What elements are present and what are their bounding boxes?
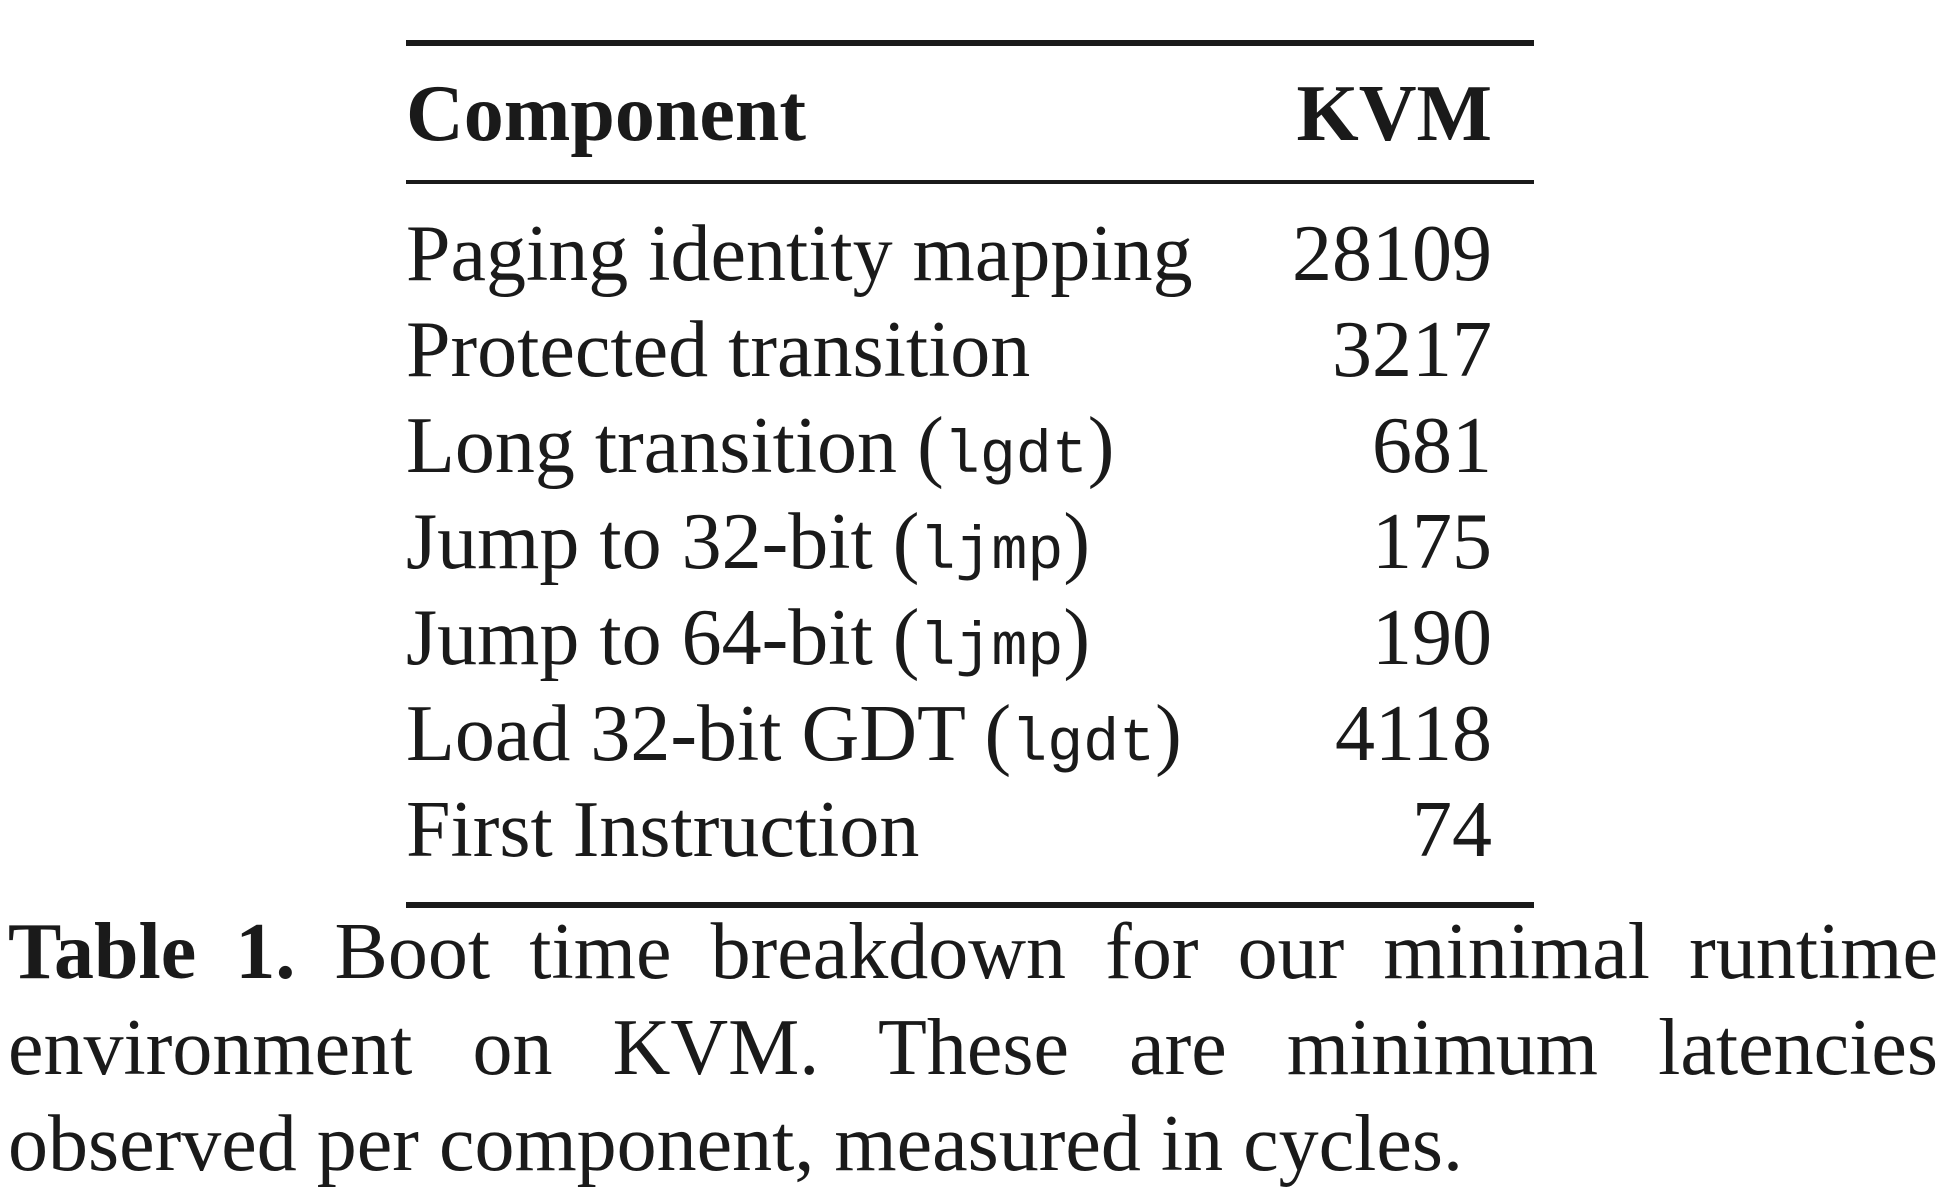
row-label-text: Jump to 32-bit: [406, 498, 873, 586]
row-label: Paging identity mapping: [406, 206, 1193, 302]
row-kvm-value: 74: [1412, 786, 1492, 874]
row-kvm-value: 3217: [1332, 306, 1492, 394]
row-label: Protected transition: [406, 302, 1030, 398]
row-label-text: First Instruction: [406, 786, 920, 874]
boot-time-table: Component KVM Paging identity mapping 281…: [406, 40, 1534, 908]
row-label: Load 32-bit GDT (lgdt): [406, 690, 1182, 779]
table-header-rule: [406, 180, 1534, 184]
table-row: Load 32-bit GDT (lgdt) 4118: [406, 686, 1534, 782]
table-row: Paging identity mapping 28109: [406, 206, 1534, 302]
row-instruction-code: ljmp: [919, 519, 1064, 587]
row-label-text: Paging identity mapping: [406, 210, 1193, 298]
table-row: Protected transition 3217: [406, 302, 1534, 398]
table-bottom-rule: [406, 902, 1534, 908]
table-top-rule: [406, 40, 1534, 46]
row-label-text: Protected transition: [406, 306, 1031, 394]
row-instruction-code: lgdt: [943, 423, 1088, 491]
table-row: Long transition (lgdt) 681: [406, 398, 1534, 494]
row-label: Jump to 32-bit (ljmp): [406, 498, 1090, 587]
row-label-text: Load 32-bit GDT: [406, 690, 965, 778]
row-label-text: Jump to 64-bit: [406, 594, 873, 682]
row-kvm-value: 190: [1372, 594, 1492, 682]
row-label: Long transition (lgdt): [406, 402, 1115, 491]
table-body: Paging identity mapping 28109 Protected tr…: [406, 184, 1534, 902]
row-kvm-value: 175: [1372, 498, 1492, 586]
caption-text: Boot time breakdown for our minimal runt…: [8, 908, 1939, 1188]
table-row: Jump to 64-bit (ljmp) 190: [406, 590, 1534, 686]
row-label: First Instruction: [406, 782, 919, 878]
table-row: Jump to 32-bit (ljmp) 175: [406, 494, 1534, 590]
row-label-text: Long transition: [406, 402, 898, 490]
row-label: Jump to 64-bit (ljmp): [406, 594, 1090, 683]
row-instruction-code: ljmp: [919, 615, 1064, 683]
row-kvm-value: 4118: [1334, 690, 1492, 778]
row-instruction-code: lgdt: [1011, 711, 1156, 779]
header-kvm: KVM: [1296, 70, 1492, 158]
row-kvm-value: 28109: [1292, 210, 1492, 298]
header-component: Component: [406, 70, 807, 158]
caption-label: Table 1.: [8, 908, 296, 996]
table-header-row: Component KVM: [406, 46, 1534, 180]
table-row: First Instruction 74: [406, 782, 1534, 878]
table-caption: Table 1. Boot time breakdown for our min…: [8, 904, 1938, 1192]
row-kvm-value: 681: [1372, 402, 1492, 490]
